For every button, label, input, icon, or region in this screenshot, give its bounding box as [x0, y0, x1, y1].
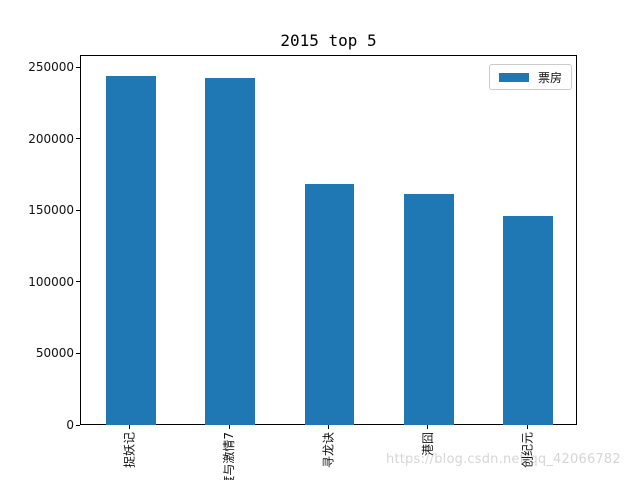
- x-tick-label: 速度与激情7: [222, 432, 237, 480]
- bar: [404, 194, 454, 425]
- y-tick-label: 50000: [35, 346, 74, 361]
- y-tick-mark: [76, 138, 80, 140]
- bar: [105, 75, 156, 425]
- legend-swatch-icon: [498, 72, 529, 82]
- x-tick-label: 创纪元: [520, 432, 535, 469]
- watermark: https://blog.csdn.net/qq_42066782: [386, 452, 621, 467]
- legend: 票房: [488, 64, 572, 90]
- plot-area: 票房: [80, 55, 577, 425]
- y-tick-label: 100000: [28, 274, 74, 289]
- x-tick-mark: [328, 425, 329, 429]
- x-tick-label: 寻龙诀: [321, 432, 336, 469]
- x-tick-mark: [427, 425, 429, 429]
- x-tick-mark: [228, 425, 230, 429]
- legend-label: 票房: [537, 70, 562, 85]
- y-tick-label: 150000: [28, 203, 74, 218]
- y-tick-label: 0: [66, 418, 74, 432]
- y-tick-mark: [76, 424, 80, 426]
- y-tick-label: 250000: [28, 60, 74, 74]
- bar: [205, 77, 255, 425]
- y-tick-mark: [76, 66, 80, 68]
- bar: [503, 215, 554, 425]
- bar: [304, 184, 355, 425]
- x-tick-mark: [129, 425, 131, 429]
- chart-title: 2015 top 5: [280, 31, 377, 50]
- y-tick-mark: [76, 281, 80, 283]
- y-tick-mark: [76, 352, 80, 354]
- x-tick-mark: [526, 425, 528, 429]
- y-tick-label: 200000: [28, 131, 74, 146]
- x-tick-label: 港囧: [420, 432, 435, 457]
- x-tick-label: 捉妖记: [122, 432, 137, 469]
- y-tick-mark: [76, 209, 80, 211]
